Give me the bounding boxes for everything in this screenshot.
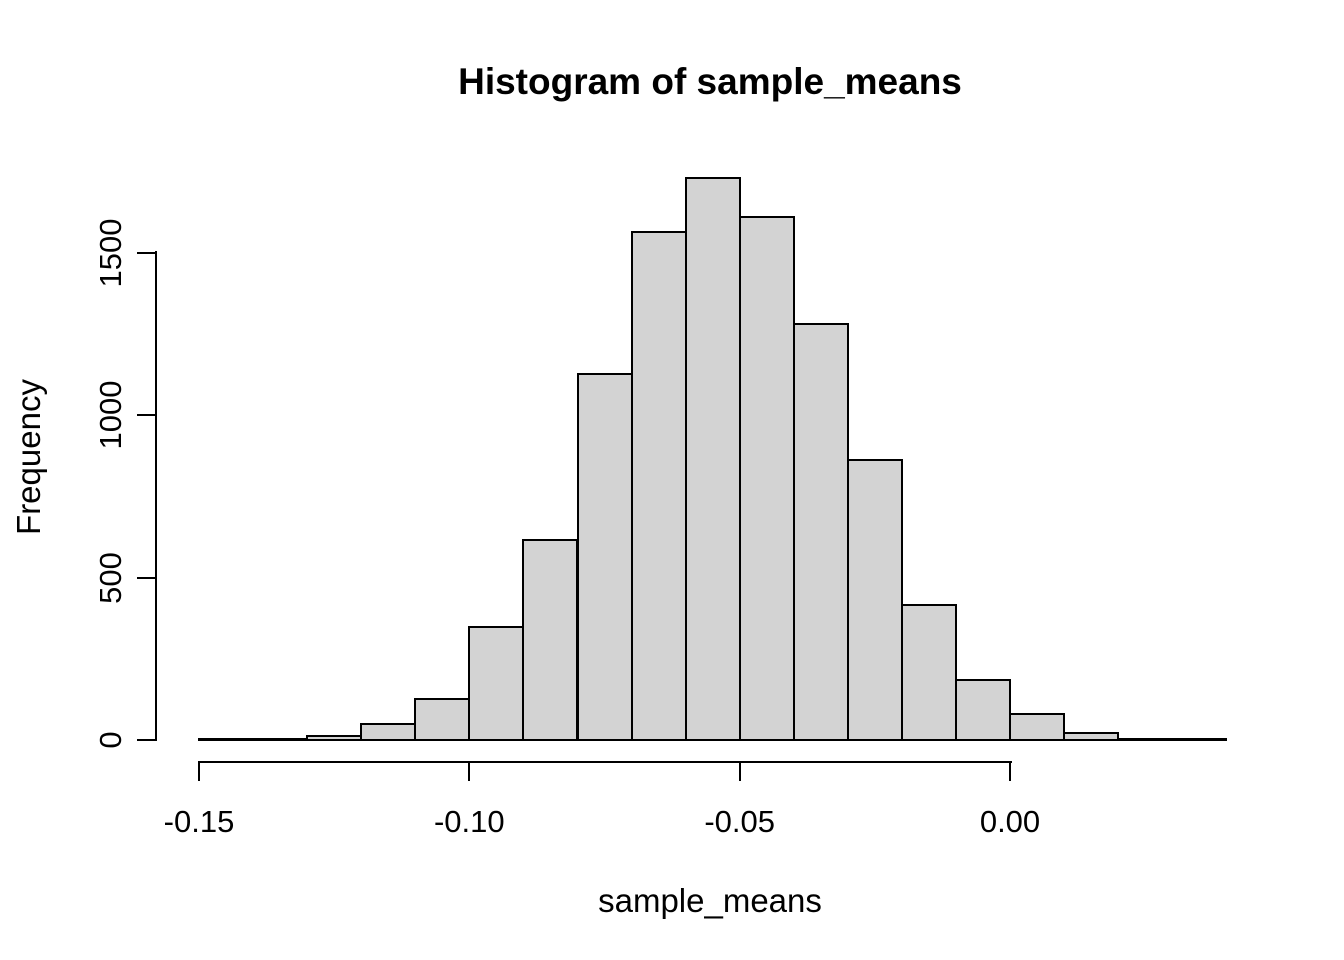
y-axis-title: Frequency	[10, 379, 47, 535]
histogram-bar	[414, 698, 471, 741]
histogram-bar	[846, 458, 903, 741]
histogram-bar	[738, 215, 795, 741]
x-tick-mark	[198, 762, 200, 781]
histogram-bar	[576, 373, 633, 741]
histogram-bar	[522, 539, 579, 741]
histogram-bar	[360, 723, 417, 741]
y-tick-mark	[137, 414, 156, 417]
histogram-bar	[198, 738, 255, 741]
x-tick-mark	[468, 762, 471, 781]
histogram-bar	[1171, 738, 1228, 741]
histogram-bar	[306, 734, 363, 741]
y-tick-mark	[137, 739, 156, 741]
x-tick-label: -0.05	[704, 804, 776, 839]
x-tick-label: -0.15	[163, 804, 235, 839]
y-tick-label: 1500	[93, 218, 128, 288]
histogram-bar	[630, 231, 687, 741]
y-tick-label: 500	[93, 551, 128, 604]
x-tick-mark	[738, 762, 741, 781]
y-axis-line	[155, 251, 157, 741]
histogram-bar	[252, 738, 309, 741]
histogram-bar	[900, 603, 957, 741]
histogram-bar	[954, 678, 1011, 741]
x-tick-mark	[1009, 762, 1011, 781]
y-tick-mark	[137, 252, 156, 254]
histogram-bar	[1063, 731, 1120, 741]
histogram-bar	[684, 177, 741, 741]
histogram-bar	[468, 626, 525, 741]
x-axis-title: sample_means	[598, 882, 822, 919]
x-axis-line	[198, 761, 1012, 763]
x-tick-label: -0.10	[433, 804, 505, 839]
histogram-bar	[792, 322, 849, 741]
chart-title: Histogram of sample_means	[458, 61, 962, 102]
histogram-bar	[1117, 738, 1174, 741]
y-tick-mark	[137, 576, 156, 579]
histogram-bar	[1009, 712, 1066, 741]
x-tick-label: 0.00	[979, 804, 1041, 839]
y-tick-label: 0	[93, 731, 128, 749]
y-tick-label: 1000	[93, 380, 128, 450]
